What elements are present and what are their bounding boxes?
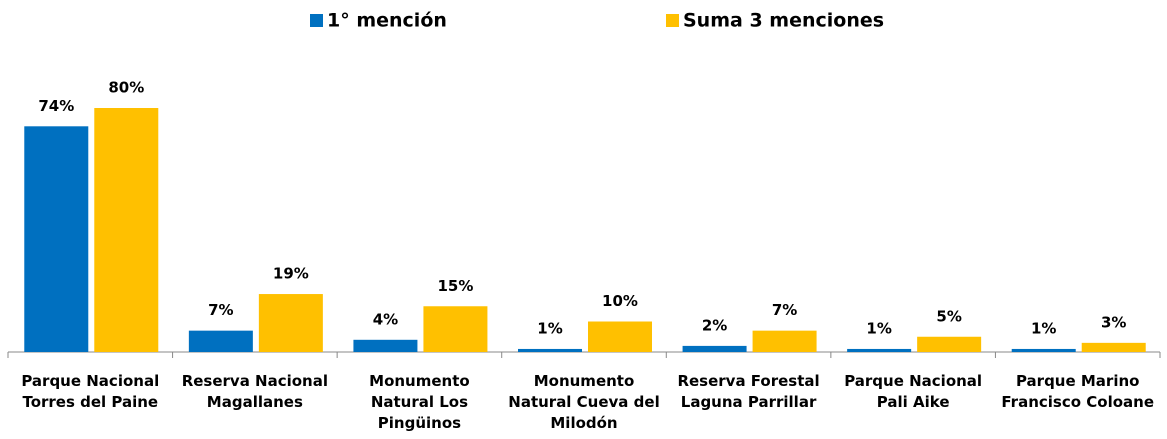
- value-label: 1%: [537, 319, 562, 337]
- x-tick-label: Monumento Natural Cueva del Milodón: [508, 372, 660, 432]
- value-label: 1%: [866, 319, 891, 337]
- value-label: 19%: [273, 265, 309, 283]
- bar: [752, 330, 817, 352]
- legend-swatch: [666, 14, 679, 27]
- value-label: 15%: [437, 277, 473, 295]
- legend-swatch: [310, 14, 323, 27]
- value-label: 74%: [38, 97, 74, 115]
- value-label: 80%: [108, 79, 144, 97]
- bar: [1011, 348, 1076, 352]
- bar: [258, 294, 323, 352]
- bar: [188, 330, 253, 352]
- bar: [847, 348, 912, 352]
- value-label: 4%: [373, 310, 398, 328]
- bar: [518, 348, 582, 352]
- x-tick-label: Parque Nacional Pali Aike: [844, 372, 983, 411]
- value-label: 7%: [208, 301, 233, 319]
- legend-label: 1° mención: [327, 10, 447, 32]
- value-label: 10%: [602, 292, 638, 310]
- legend-label: Suma 3 menciones: [683, 10, 884, 32]
- x-tick-label: Monumento Natural Los Pingüinos: [369, 372, 470, 432]
- bar: [1081, 342, 1146, 352]
- value-label: 7%: [772, 301, 797, 319]
- bar: [917, 336, 982, 352]
- value-label: 5%: [936, 307, 961, 325]
- x-tick-label: Reserva Nacional Magallanes: [181, 372, 328, 411]
- x-tick-label: Parque Marino Francisco Coloane: [1001, 372, 1154, 411]
- value-label: 1%: [1031, 319, 1056, 337]
- bar: [588, 321, 652, 352]
- x-tick-label: Reserva Forestal Laguna Parrillar: [677, 372, 820, 411]
- bar: [423, 306, 488, 352]
- value-label: 2%: [702, 316, 727, 334]
- bar: [24, 126, 89, 352]
- value-label: 3%: [1101, 313, 1126, 331]
- x-tick-label: Parque Nacional Torres del Paine: [21, 372, 160, 411]
- bar: [94, 108, 159, 352]
- bar: [353, 339, 418, 352]
- bar: [682, 345, 747, 352]
